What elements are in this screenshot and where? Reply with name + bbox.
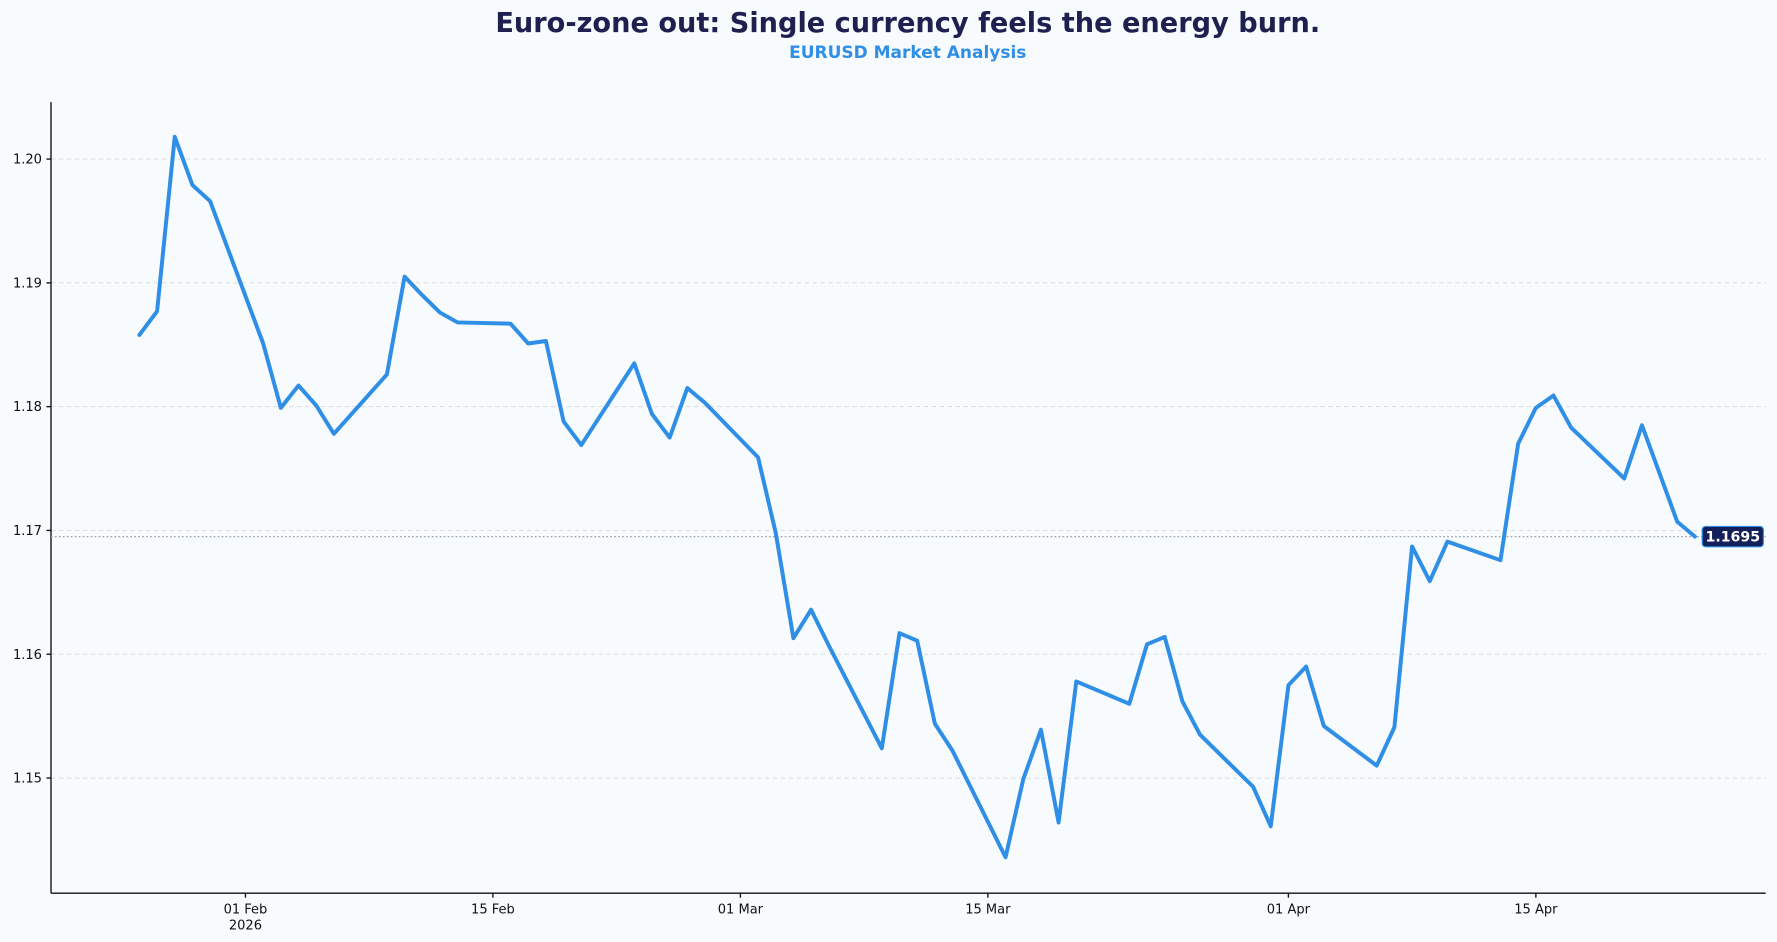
- y-tick-label: 1.15: [13, 772, 42, 787]
- last-value-badge-box: [1701, 525, 1764, 548]
- y-tick-label: 1.16: [13, 648, 42, 663]
- chart-subtitle: EURUSD Market Analysis: [789, 43, 1026, 63]
- x-tick-label: 01 Apr: [1267, 903, 1311, 918]
- x-tick-label: 01 Mar: [718, 903, 764, 918]
- y-tick-label: 1.19: [13, 276, 42, 291]
- x-tick-sublabel: 2026: [229, 918, 262, 933]
- gridlines: [50, 158, 1766, 779]
- y-tick-label: 1.20: [13, 153, 42, 168]
- y-tick-label: 1.18: [13, 400, 42, 415]
- chart-title: Euro-zone out: Single currency feels the…: [495, 8, 1320, 39]
- y-tick-label: 1.17: [13, 524, 42, 539]
- series-line-eurusd: [137, 134, 1697, 860]
- y-axis-ticks: 1.15 1.16 1.17 1.18 1.19 1.20: [13, 153, 51, 787]
- x-tick-label: 15 Apr: [1514, 903, 1558, 918]
- x-tick-label: 01 Feb: [224, 903, 268, 918]
- last-value-badge: 1.1695: [1701, 525, 1764, 548]
- x-tick-label: 15 Mar: [965, 903, 1011, 918]
- x-tick-label: 15 Feb: [471, 903, 515, 918]
- last-value-label: 1.1695: [1705, 530, 1760, 546]
